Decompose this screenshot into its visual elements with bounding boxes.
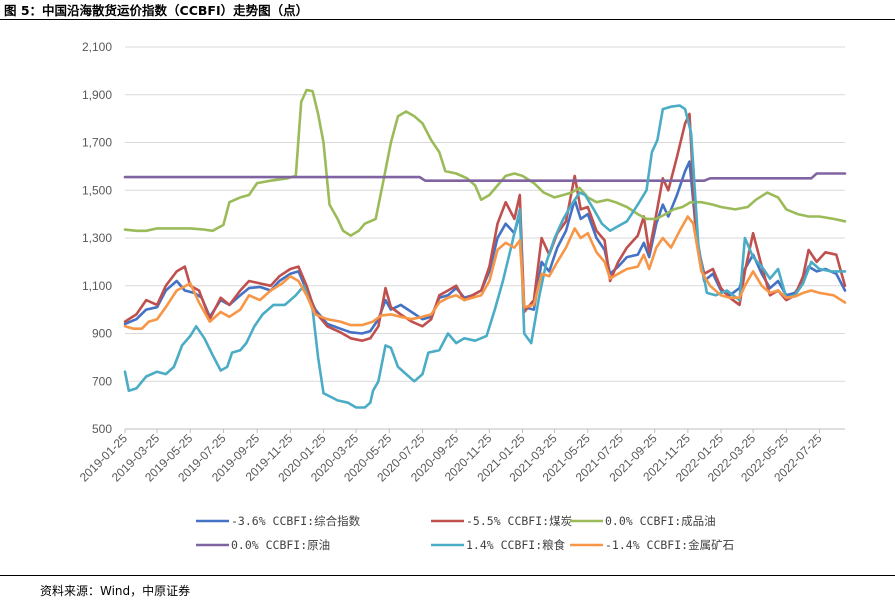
y-tick-label: 1,100: [82, 279, 112, 293]
legend-label: 1.4% CCBFI:粮食: [466, 538, 566, 552]
series-line: [123, 160, 847, 335]
y-tick-label: 1,300: [82, 231, 112, 245]
legend-label: 0.0% CCBFI:成品油: [605, 514, 716, 528]
chart-title: 图 5：中国沿海散货运价指数（CCBFI）走势图（点）: [4, 3, 309, 18]
bottom-rule: [0, 575, 895, 576]
y-tick-label: 900: [92, 327, 112, 341]
y-axis: 500 700 900 1,100 1,300 1,500 1,700 1,900 2,100: [82, 40, 112, 436]
series-line: [123, 172, 847, 182]
y-tick-label: 700: [92, 374, 112, 388]
series-lines: [123, 88, 847, 409]
y-tick-label: 1,900: [82, 88, 112, 102]
series-line: [123, 104, 847, 409]
series-line: [123, 215, 847, 330]
series-line: [123, 88, 847, 237]
legend-label: -3.6% CCBFI:综合指数: [231, 514, 361, 528]
top-rule: [0, 19, 895, 20]
legend-label: -5.5% CCBFI:煤炭: [466, 514, 572, 528]
y-tick-label: 1,700: [82, 136, 112, 150]
legend: -3.6% CCBFI:综合指数 -5.5% CCBFI:煤炭 0.0% CCBFI…: [196, 514, 734, 552]
gridlines: [125, 46, 845, 430]
series-line: [123, 112, 847, 342]
source-note: 资料来源：Wind，中原证券: [40, 584, 191, 598]
y-tick-label: 1,500: [82, 183, 112, 197]
x-axis: 2019-01-252019-03-252019-05-252019-07-25…: [77, 428, 845, 485]
legend-label: -1.4% CCBFI:金属矿石: [605, 538, 734, 552]
y-tick-label: 2,100: [82, 40, 112, 54]
y-tick-label: 500: [92, 422, 112, 436]
line-chart: 5007009001,1001,3001,5001,7001,9002,100 …: [77, 40, 847, 552]
legend-label: 0.0% CCBFI:原油: [231, 538, 330, 552]
